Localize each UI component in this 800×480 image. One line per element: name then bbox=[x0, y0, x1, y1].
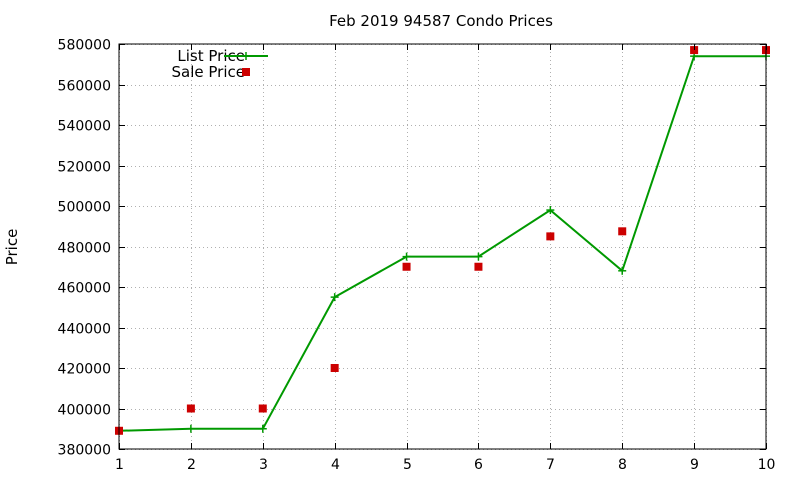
grid-lines bbox=[119, 44, 767, 450]
sale-price-point bbox=[186, 404, 195, 413]
y-tick-label: 440000 bbox=[58, 322, 111, 338]
plot-frame bbox=[118, 43, 767, 450]
y-tick-label: 560000 bbox=[58, 79, 111, 95]
legend-label-list-price: List Price bbox=[177, 47, 245, 65]
y-tick-label: 380000 bbox=[58, 443, 111, 459]
y-tick-label: 480000 bbox=[58, 241, 111, 257]
chart-title: Feb 2019 94587 Condo Prices bbox=[329, 12, 553, 30]
list-price-point bbox=[402, 252, 411, 261]
x-tick-label: 6 bbox=[474, 457, 483, 473]
x-tick-label: 9 bbox=[690, 457, 699, 473]
x-tick-label: 5 bbox=[403, 457, 412, 473]
list-price-point bbox=[258, 424, 267, 433]
x-tick-label: 2 bbox=[187, 457, 196, 473]
sale-price-point bbox=[546, 232, 555, 241]
legend-marker-sale-price bbox=[242, 68, 250, 76]
sale-price-point bbox=[330, 364, 339, 372]
y-tick-label: 580000 bbox=[58, 38, 111, 54]
y-tick-label: 420000 bbox=[58, 362, 111, 378]
sale-price-point bbox=[474, 262, 483, 271]
list-price-point bbox=[474, 252, 483, 261]
y-tick-label: 520000 bbox=[58, 160, 111, 176]
list-price-line bbox=[118, 55, 766, 432]
y-axis-label: Price bbox=[3, 229, 21, 266]
x-tick-label: 7 bbox=[546, 457, 555, 473]
sale-price-point bbox=[690, 46, 699, 55]
x-tick-label: 1 bbox=[115, 457, 124, 473]
sale-price-point bbox=[618, 227, 627, 236]
list-price-point bbox=[618, 266, 627, 275]
legend-marker-list-price bbox=[242, 52, 250, 60]
series-layer bbox=[115, 46, 770, 435]
x-tick-label: 4 bbox=[331, 457, 340, 473]
x-tick-label: 8 bbox=[618, 457, 627, 473]
sale-price-point bbox=[258, 404, 267, 413]
x-tick-label: 10 bbox=[758, 457, 776, 473]
legend-label-sale-price: Sale Price bbox=[172, 63, 245, 81]
y-tick-label: 400000 bbox=[58, 403, 111, 419]
sale-price-point bbox=[402, 262, 411, 271]
list-price-point bbox=[186, 424, 195, 433]
y-tick-label: 540000 bbox=[58, 119, 111, 135]
axis-ticks: 380000 400000 420000 440000 460000 480000 5000… bbox=[58, 38, 776, 474]
list-price-point bbox=[546, 206, 555, 215]
y-tick-label: 500000 bbox=[58, 200, 111, 216]
y-tick-label: 460000 bbox=[58, 281, 111, 297]
list-price-point bbox=[330, 293, 339, 302]
x-tick-label: 3 bbox=[259, 457, 268, 473]
